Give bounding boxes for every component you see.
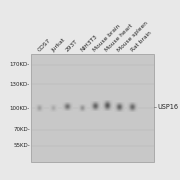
Text: 170KD-: 170KD- — [10, 62, 30, 67]
Text: Mouse spleen: Mouse spleen — [116, 21, 149, 53]
Bar — [31, 54, 154, 162]
Text: USP16: USP16 — [157, 104, 178, 110]
Text: Mouse brain: Mouse brain — [93, 24, 122, 53]
Text: COS7: COS7 — [36, 38, 51, 53]
Text: NIH3T3: NIH3T3 — [80, 34, 99, 53]
Text: 100KD-: 100KD- — [10, 105, 30, 111]
Text: Mouse heart: Mouse heart — [104, 23, 134, 53]
Text: 55KD-: 55KD- — [13, 143, 30, 148]
Text: 130KD-: 130KD- — [10, 82, 30, 87]
Text: Jurkat: Jurkat — [50, 37, 66, 53]
Text: 293T: 293T — [65, 39, 79, 53]
Text: 70KD-: 70KD- — [13, 127, 30, 132]
Text: Rat brain: Rat brain — [130, 31, 152, 53]
